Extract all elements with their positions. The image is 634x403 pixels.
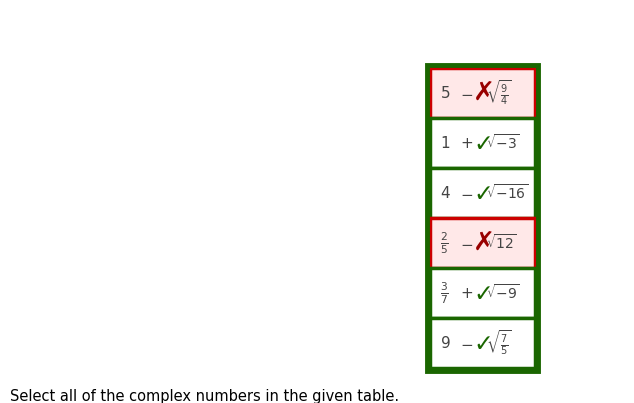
Text: ✓: ✓ [473,282,493,306]
Text: $\frac{2}{5}$: $\frac{2}{5}$ [440,230,449,256]
Text: ✓: ✓ [473,332,493,356]
Text: $\sqrt{12}$: $\sqrt{12}$ [486,234,517,252]
Text: $+$: $+$ [460,285,473,301]
Text: Select all of the complex numbers in the given table.: Select all of the complex numbers in the… [10,389,399,403]
Text: $-$: $-$ [460,185,473,201]
Text: $-$: $-$ [460,336,473,351]
FancyBboxPatch shape [430,268,535,318]
Text: $-$: $-$ [460,85,473,100]
FancyBboxPatch shape [430,218,535,268]
Text: ✓: ✓ [473,132,493,156]
Text: $4$: $4$ [440,185,451,201]
Text: $1$: $1$ [440,135,450,151]
Text: ✗: ✗ [473,230,495,256]
Text: ✗: ✗ [473,80,495,106]
Text: $9$: $9$ [440,335,451,351]
FancyBboxPatch shape [430,118,535,168]
FancyBboxPatch shape [430,68,535,118]
Text: $\sqrt{-16}$: $\sqrt{-16}$ [486,183,529,202]
Text: $\sqrt{\frac{7}{5}}$: $\sqrt{\frac{7}{5}}$ [486,329,512,357]
Text: $+$: $+$ [460,135,473,150]
Text: $5$: $5$ [440,85,450,101]
Text: $\frac{3}{7}$: $\frac{3}{7}$ [440,280,449,306]
Text: ✓: ✓ [473,182,493,206]
Text: $\sqrt{-3}$: $\sqrt{-3}$ [486,133,520,152]
Text: $-$: $-$ [460,235,473,251]
Text: $\sqrt{\frac{9}{4}}$: $\sqrt{\frac{9}{4}}$ [486,79,512,107]
Text: $\sqrt{-9}$: $\sqrt{-9}$ [486,284,520,302]
FancyBboxPatch shape [430,168,535,218]
FancyBboxPatch shape [430,318,535,368]
